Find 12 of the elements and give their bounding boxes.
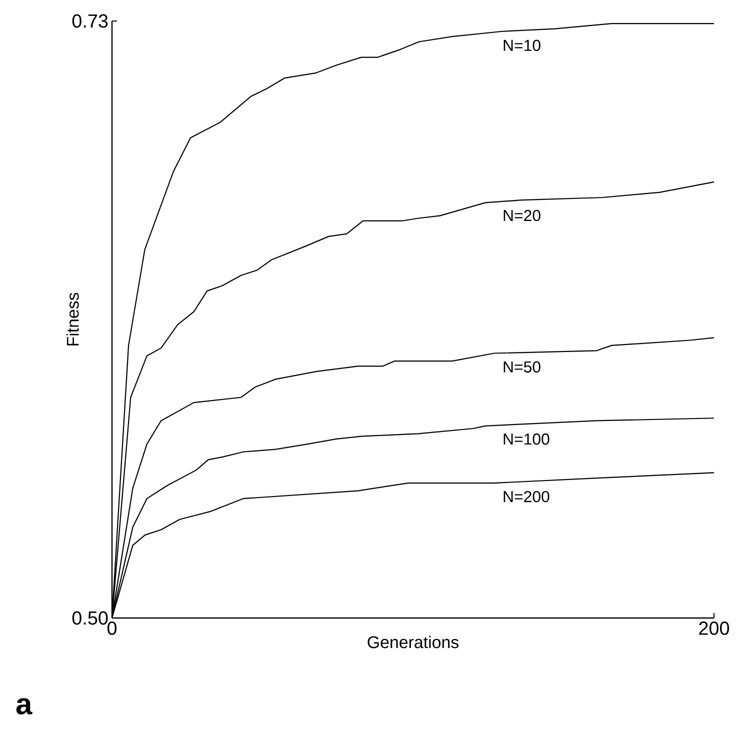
series-label: N=50 [504, 361, 540, 373]
x-tick-label: 200 [699, 622, 730, 635]
text: a [16, 698, 32, 714]
y-axis-title: Fitness [66, 292, 79, 346]
series-label: N=10 [504, 40, 540, 52]
y-tick-label: 0.73 [72, 14, 108, 28]
x-tick-label: 0 [107, 622, 117, 635]
series-label: N=20 [504, 210, 540, 222]
series-label: N=100 [504, 433, 550, 445]
series-label: N=200 [504, 490, 550, 502]
y-tick-label: 0.50 [72, 611, 108, 625]
x-axis-title: Generations [368, 636, 459, 648]
